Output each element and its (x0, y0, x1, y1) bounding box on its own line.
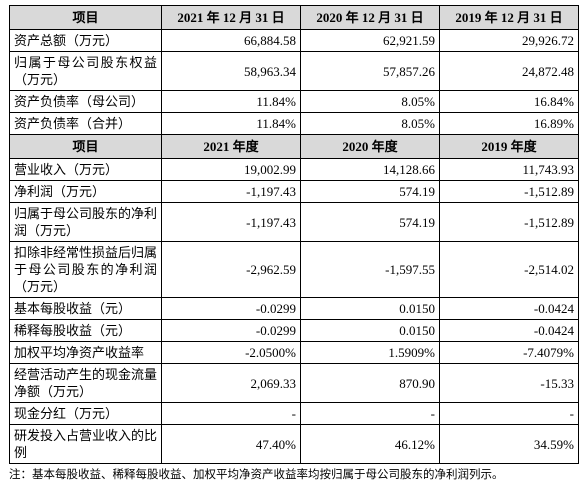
financial-table: 项目 2021 年 12 月 31 日 2020 年 12 月 31 日 2019 年… (9, 5, 579, 464)
value-cell: -1,512.89 (439, 202, 579, 242)
header-cell: 项目 (9, 134, 162, 159)
value-cell: 16.89% (439, 112, 579, 135)
header-cell: 2019 年度 (439, 134, 579, 159)
data-row: 营业收入（万元） 19,002.99 14,128.66 11,743.93 (9, 158, 579, 181)
value-cell: -1,512.89 (439, 180, 579, 203)
header-row: 项目 2021 年 12 月 31 日 2020 年 12 月 31 日 2019 年… (9, 5, 579, 30)
value-cell: -7.4079% (439, 341, 579, 364)
header-cell: 2020 年度 (300, 134, 440, 159)
data-row: 现金分红（万元） - - - (9, 402, 579, 425)
value-cell: 29,926.72 (439, 29, 579, 52)
table-wrap: 项目 2021 年 12 月 31 日 2020 年 12 月 31 日 2019 年… (9, 5, 579, 482)
value-cell: -0.0299 (161, 297, 301, 320)
value-cell: 11,743.93 (439, 158, 579, 181)
header-cell: 项目 (9, 5, 162, 30)
row-label: 扣除非经常性损益后归属于母公司股东的净利润（万元） (9, 241, 162, 298)
data-row: 加权平均净资产收益率 -2.0500% 1.5909% -7.4079% (9, 341, 579, 364)
value-cell: -0.0424 (439, 319, 579, 342)
value-cell: 57,857.26 (300, 51, 440, 91)
row-label: 营业收入（万元） (9, 158, 162, 181)
header-cell: 2021 年度 (161, 134, 301, 159)
value-cell: - (439, 402, 579, 425)
value-cell: 574.19 (300, 180, 440, 203)
row-label: 研发投入占营业收入的比例 (9, 424, 162, 464)
value-cell: 66,884.58 (161, 29, 301, 52)
value-cell: -1,197.43 (161, 180, 301, 203)
value-cell: 1.5909% (300, 341, 440, 364)
row-label: 经营活动产生的现金流量净额（万元） (9, 363, 162, 403)
data-row: 净利润（万元） -1,197.43 574.19 -1,512.89 (9, 180, 579, 203)
data-row: 经营活动产生的现金流量净额（万元） 2,069.33 870.90 -15.33 (9, 363, 579, 403)
value-cell: 24,872.48 (439, 51, 579, 91)
row-label: 归属于母公司股东的净利润（万元） (9, 202, 162, 242)
data-row: 资产总额（万元） 66,884.58 62,921.59 29,926.72 (9, 29, 579, 52)
row-label: 净利润（万元） (9, 180, 162, 203)
value-cell: 0.0150 (300, 319, 440, 342)
row-label: 资产总额（万元） (9, 29, 162, 52)
value-cell: -0.0424 (439, 297, 579, 320)
value-cell: -2.0500% (161, 341, 301, 364)
value-cell: 14,128.66 (300, 158, 440, 181)
value-cell: 34.59% (439, 424, 579, 464)
value-cell: 62,921.59 (300, 29, 440, 52)
value-cell: -1,597.55 (300, 241, 440, 298)
value-cell: 19,002.99 (161, 158, 301, 181)
data-row: 稀释每股收益（元） -0.0299 0.0150 -0.0424 (9, 319, 579, 342)
value-cell: 2,069.33 (161, 363, 301, 403)
value-cell: 0.0150 (300, 297, 440, 320)
data-row: 归属于母公司股东权益（万元） 58,963.34 57,857.26 24,872.4… (9, 51, 579, 91)
value-cell: - (300, 402, 440, 425)
row-label: 资产负债率（合并） (9, 112, 162, 135)
data-row: 资产负债率（母公司） 11.84% 8.05% 16.84% (9, 90, 579, 113)
header-row: 项目 2021 年度 2020 年度 2019 年度 (9, 134, 579, 159)
header-cell: 2020 年 12 月 31 日 (300, 5, 440, 30)
value-cell: 870.90 (300, 363, 440, 403)
value-cell: 8.05% (300, 90, 440, 113)
table-note: 注：基本每股收益、稀释每股收益、加权平均净资产收益率均按归属于母公司股东的净利润… (9, 469, 504, 481)
value-cell: 46.12% (300, 424, 440, 464)
value-cell: -15.33 (439, 363, 579, 403)
data-row: 归属于母公司股东的净利润（万元） -1,197.43 574.19 -1,512.89 (9, 202, 579, 242)
value-cell: -0.0299 (161, 319, 301, 342)
value-cell: -2,962.59 (161, 241, 301, 298)
value-cell: 47.40% (161, 424, 301, 464)
data-row: 研发投入占营业收入的比例 47.40% 46.12% 34.59% (9, 424, 579, 464)
value-cell: -1,197.43 (161, 202, 301, 242)
value-cell: 11.84% (161, 90, 301, 113)
value-cell: 58,963.34 (161, 51, 301, 91)
row-label: 资产负债率（母公司） (9, 90, 162, 113)
value-cell: 11.84% (161, 112, 301, 135)
row-label: 现金分红（万元） (9, 402, 162, 425)
row-label: 稀释每股收益（元） (9, 319, 162, 342)
row-label: 归属于母公司股东权益（万元） (9, 51, 162, 91)
table-body: 项目 2021 年 12 月 31 日 2020 年 12 月 31 日 2019 年… (9, 5, 579, 464)
value-cell: -2,514.02 (439, 241, 579, 298)
value-cell: - (161, 402, 301, 425)
data-row: 扣除非经常性损益后归属于母公司股东的净利润（万元） -2,962.59 -1,597… (9, 241, 579, 298)
data-row: 资产负债率（合并） 11.84% 8.05% 16.89% (9, 112, 579, 135)
header-cell: 2019 年 12 月 31 日 (439, 5, 579, 30)
value-cell: 574.19 (300, 202, 440, 242)
row-label: 加权平均净资产收益率 (9, 341, 162, 364)
value-cell: 8.05% (300, 112, 440, 135)
header-cell: 2021 年 12 月 31 日 (161, 5, 301, 30)
data-row: 基本每股收益（元） -0.0299 0.0150 -0.0424 (9, 297, 579, 320)
value-cell: 16.84% (439, 90, 579, 113)
row-label: 基本每股收益（元） (9, 297, 162, 320)
